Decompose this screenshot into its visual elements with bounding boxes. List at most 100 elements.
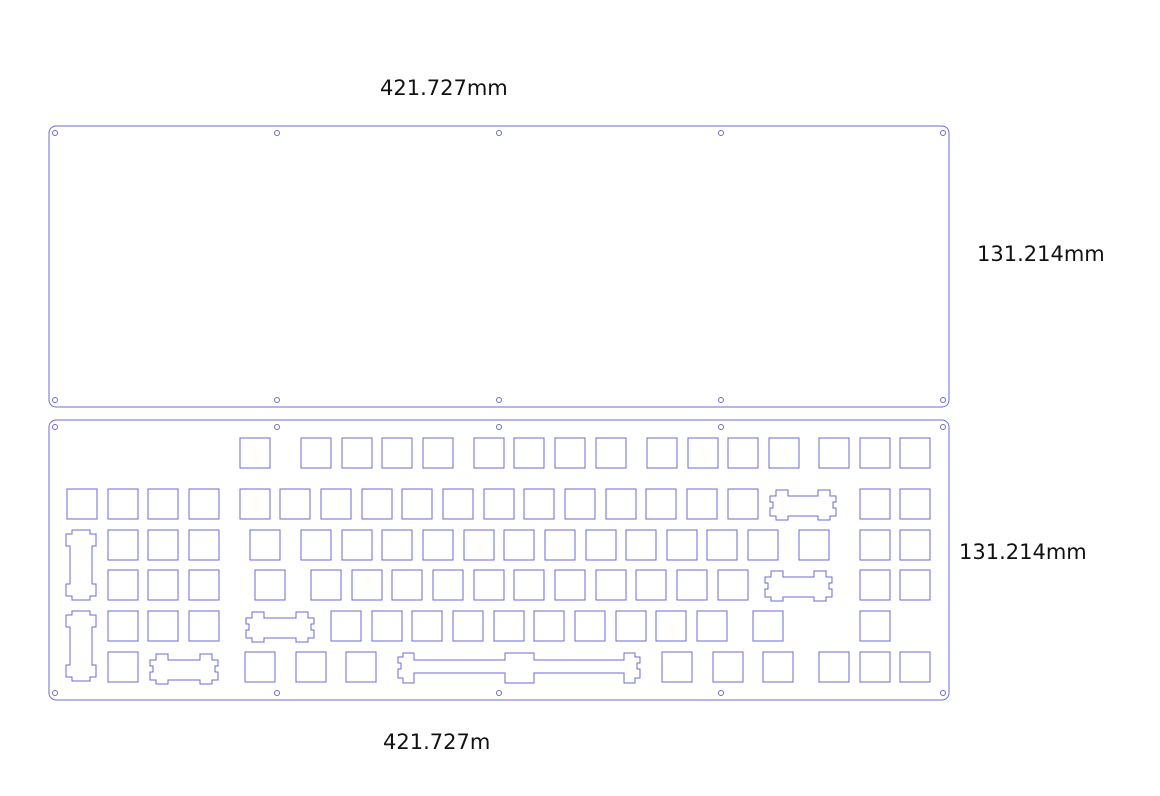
- switch-cutout: [188, 488, 220, 520]
- switch-cutout: [300, 529, 332, 561]
- switch-cutout: [533, 610, 565, 642]
- switch-cutout: [66, 488, 98, 520]
- switch-cutout: [762, 651, 794, 683]
- switch-cutout: [452, 610, 484, 642]
- switch-cutout: [686, 488, 718, 520]
- switch-plate-height-label: 131.214mm: [959, 540, 1087, 564]
- switch-cutout: [147, 569, 179, 601]
- switch-cutout: [147, 529, 179, 561]
- switch-cutout: [696, 610, 728, 642]
- stabilizer-cutout: [149, 653, 219, 685]
- switch-cutout: [655, 610, 687, 642]
- top-plate-height-label: 131.214mm: [977, 242, 1105, 266]
- switch-cutout: [473, 569, 505, 601]
- switch-cutout: [899, 651, 931, 683]
- switch-cutouts: [66, 437, 931, 683]
- switch-cutout: [646, 437, 678, 469]
- switch-cutout: [712, 651, 744, 683]
- switch-cutout: [859, 529, 891, 561]
- screw-hole: [52, 397, 58, 403]
- switch-plate: [48, 419, 950, 701]
- switch-cutout: [391, 569, 423, 601]
- switch-cutout: [422, 529, 454, 561]
- switch-cutout: [859, 437, 891, 469]
- switch-cutout: [107, 610, 139, 642]
- switch-cutout: [595, 437, 627, 469]
- screw-hole: [496, 397, 502, 403]
- switch-cutout: [523, 488, 555, 520]
- switch-cutout: [544, 529, 576, 561]
- switch-cutout: [351, 569, 383, 601]
- screw-hole: [718, 690, 724, 696]
- stabilizer-cutouts: [65, 489, 837, 685]
- switch-cutout: [635, 569, 667, 601]
- switch-cutout: [310, 569, 342, 601]
- switch-cutout: [330, 610, 362, 642]
- switch-cutout: [585, 529, 617, 561]
- switch-cutout: [554, 569, 586, 601]
- switch-cutout: [687, 437, 719, 469]
- switch-plate-outline: [48, 419, 950, 701]
- top-plate: [48, 125, 950, 408]
- switch-cutout: [107, 651, 139, 683]
- switch-cutout: [899, 488, 931, 520]
- screw-hole: [52, 130, 58, 136]
- switch-cutout: [249, 529, 281, 561]
- screw-hole: [496, 690, 502, 696]
- switch-cutout: [798, 529, 830, 561]
- switch-cutout: [279, 488, 311, 520]
- switch-cutout: [188, 529, 220, 561]
- screw-hole: [718, 424, 724, 430]
- switch-cutout: [666, 529, 698, 561]
- switch-cutout: [239, 437, 271, 469]
- switch-cutout: [381, 529, 413, 561]
- screw-hole: [274, 397, 280, 403]
- switch-cutout: [107, 488, 139, 520]
- top-plate-outline: [48, 125, 950, 408]
- switch-cutout: [244, 651, 276, 683]
- spacebar-stabilizer-cutout: [397, 652, 641, 684]
- screw-hole: [496, 130, 502, 136]
- switch-cutout: [513, 437, 545, 469]
- switch-cutout: [411, 610, 443, 642]
- switch-cutout: [605, 488, 637, 520]
- switch-cutout: [188, 569, 220, 601]
- switch-cutout: [554, 437, 586, 469]
- switch-cutout: [107, 529, 139, 561]
- screw-hole: [274, 690, 280, 696]
- switch-cutout: [147, 610, 179, 642]
- switch-cutout: [768, 437, 800, 469]
- switch-cutout: [717, 569, 749, 601]
- switch-cutout: [899, 437, 931, 469]
- screw-hole: [940, 397, 946, 403]
- switch-cutout: [818, 437, 850, 469]
- switch-cutout: [564, 488, 596, 520]
- stabilizer-cutout: [245, 611, 315, 643]
- switch-cutout: [483, 488, 515, 520]
- switch-cutout: [361, 488, 393, 520]
- switch-cutout: [295, 651, 327, 683]
- switch-cutout: [513, 569, 545, 601]
- top-plate-width-label: 421.727mm: [380, 76, 508, 100]
- switch-cutout: [747, 529, 779, 561]
- switch-cutout: [422, 437, 454, 469]
- switch-cutout: [401, 488, 433, 520]
- switch-cutout: [899, 529, 931, 561]
- top-plate-screw-holes: [52, 130, 946, 403]
- switch-cutout: [371, 610, 403, 642]
- switch-cutout: [320, 488, 352, 520]
- switch-cutout: [345, 651, 377, 683]
- switch-cutout: [625, 529, 657, 561]
- screw-hole: [496, 424, 502, 430]
- switch-cutout: [859, 488, 891, 520]
- screw-hole: [940, 690, 946, 696]
- switch-cutout: [661, 651, 693, 683]
- stabilizer-cutout: [769, 489, 837, 521]
- switch-cutout: [147, 488, 179, 520]
- vertical-stabilizer-cutout: [65, 529, 97, 601]
- screw-hole: [940, 130, 946, 136]
- screw-hole: [52, 424, 58, 430]
- switch-cutout: [188, 610, 220, 642]
- switch-cutout: [239, 488, 271, 520]
- switch-cutout: [859, 651, 891, 683]
